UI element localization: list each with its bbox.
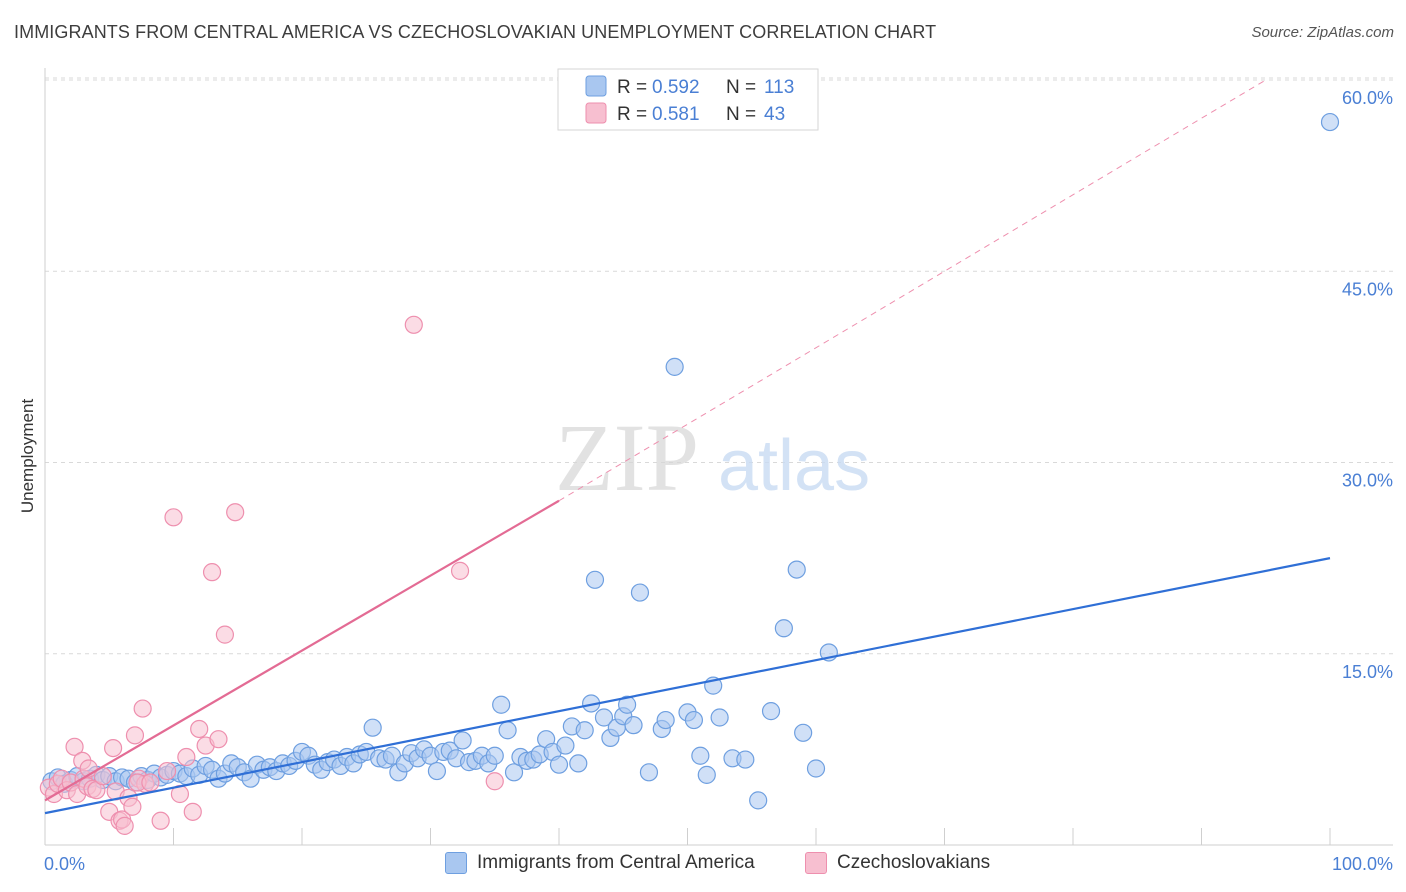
- trend-lines: [44, 79, 1331, 815]
- data-point: [665, 357, 684, 376]
- data-point: [656, 710, 675, 730]
- trend-line-extension: [558, 79, 1267, 502]
- data-point: [404, 315, 423, 334]
- data-point: [761, 702, 781, 721]
- source-label: Source: ZipAtlas.com: [1251, 24, 1394, 41]
- x-tick-label: 100.0%: [1332, 854, 1393, 874]
- series-czechoslovakians: [39, 315, 504, 835]
- data-point: [691, 746, 710, 765]
- data-point: [575, 721, 594, 740]
- data-point: [630, 583, 650, 602]
- data-point: [125, 726, 145, 745]
- data-point: [427, 761, 447, 781]
- data-point: [1320, 112, 1340, 132]
- data-point: [151, 811, 170, 830]
- data-point: [697, 765, 716, 784]
- data-point: [806, 759, 826, 778]
- data-point: [585, 570, 605, 589]
- data-point: [226, 503, 245, 522]
- data-point: [549, 755, 569, 774]
- data-point: [453, 731, 472, 750]
- data-point: [504, 763, 524, 782]
- legend-label-central-america: Immigrants from Central America: [477, 852, 755, 873]
- data-point: [485, 772, 504, 791]
- r-label: R =: [617, 104, 647, 125]
- data-point: [133, 699, 152, 718]
- legend-label-czechoslovakians: Czechoslovakians: [837, 852, 991, 873]
- data-point: [65, 737, 84, 756]
- gridlines: [45, 77, 1393, 655]
- trend-line-czechoslovakians: [44, 499, 560, 802]
- r-label: R =: [617, 77, 647, 98]
- data-point: [639, 763, 659, 782]
- data-point: [183, 802, 202, 821]
- data-point: [209, 730, 228, 749]
- data-point: [794, 723, 813, 742]
- data-point: [123, 797, 142, 816]
- data-point: [177, 747, 196, 767]
- stats-legend: R = 0.592 N = 113 R = 0.581 N = 43: [557, 68, 819, 131]
- chart-title: IMMIGRANTS FROM CENTRAL AMERICA VS CZECH…: [14, 22, 937, 42]
- data-point: [450, 561, 470, 580]
- y-tick-label: 15.0%: [1342, 662, 1393, 682]
- n-value: 113: [764, 77, 794, 98]
- n-label: N =: [726, 104, 756, 125]
- data-point: [569, 754, 588, 773]
- n-value: 43: [764, 104, 785, 125]
- data-point: [215, 625, 234, 644]
- watermark-zip: ZIP: [555, 404, 699, 511]
- tick-labels: 15.0% 30.0% 45.0% 60.0% 0.0% 100.0%: [44, 88, 1393, 874]
- data-point: [684, 710, 704, 730]
- y-axis-label: Unemployment: [18, 399, 37, 514]
- legend-swatch-pink: [805, 852, 827, 874]
- data-point: [157, 761, 177, 781]
- legend-item-central-america[interactable]: Immigrants from Central America: [445, 852, 755, 874]
- data-point: [624, 716, 643, 735]
- data-point: [202, 563, 222, 582]
- stats-legend-swatch: [585, 102, 607, 124]
- y-tick-label: 60.0%: [1342, 88, 1393, 108]
- data-point: [594, 708, 614, 727]
- data-point: [618, 695, 637, 714]
- trend-line-central-america: [44, 557, 1331, 815]
- data-point: [485, 746, 504, 765]
- legend-swatch-blue: [445, 852, 467, 874]
- data-point: [363, 718, 382, 737]
- data-point: [115, 816, 134, 835]
- data-point: [141, 773, 160, 792]
- stats-legend-swatch: [585, 75, 607, 97]
- data-point: [556, 736, 575, 755]
- data-point: [492, 695, 511, 714]
- r-value: 0.581: [652, 104, 700, 125]
- data-point: [749, 791, 768, 810]
- axes: [44, 68, 1393, 846]
- data-point: [164, 508, 183, 527]
- data-point: [710, 708, 729, 727]
- data-point: [104, 738, 123, 758]
- watermark-atlas: atlas: [718, 426, 870, 506]
- n-label: N =: [726, 77, 756, 98]
- data-point: [190, 719, 209, 739]
- data-point: [787, 560, 806, 579]
- y-tick-label: 30.0%: [1342, 471, 1393, 491]
- data-point: [774, 619, 793, 638]
- data-point: [498, 721, 517, 740]
- legend-item-czechoslovakians[interactable]: Czechoslovakians: [805, 852, 990, 874]
- data-point: [736, 750, 755, 769]
- y-tick-label: 45.0%: [1342, 279, 1393, 299]
- x-tick-label: 0.0%: [44, 854, 85, 874]
- r-value: 0.592: [652, 77, 700, 98]
